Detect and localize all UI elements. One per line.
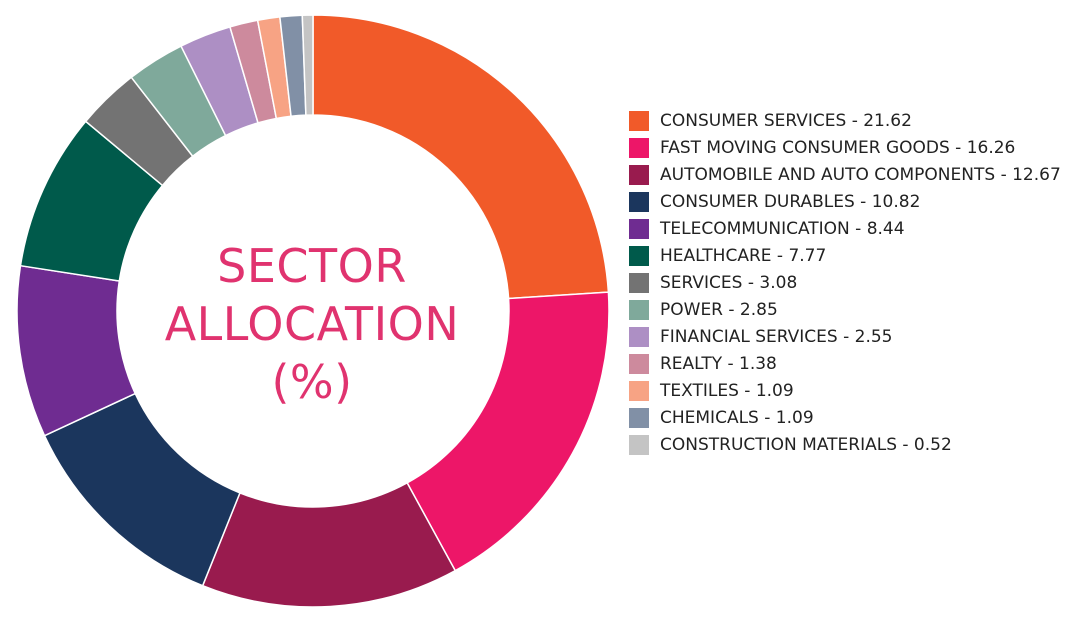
legend-label: REALTY - 1.38: [660, 354, 777, 374]
legend-item: FINANCIAL SERVICES - 2.55: [629, 325, 1074, 349]
center-label-line: SECTOR: [217, 239, 407, 293]
legend-label: AUTOMOBILE AND AUTO COMPONENTS - 12.67: [660, 165, 1061, 185]
legend-item: CONSUMER SERVICES - 21.62: [629, 109, 1074, 133]
legend-label: SERVICES - 3.08: [660, 273, 798, 293]
legend-swatch: [629, 219, 649, 239]
legend-item: HEALTHCARE - 7.77: [629, 244, 1074, 268]
legend-item: FAST MOVING CONSUMER GOODS - 16.26: [629, 136, 1074, 160]
legend-swatch: [629, 273, 649, 293]
center-label: SECTOR ALLOCATION (%): [117, 237, 507, 411]
legend-label: TELECOMMUNICATION - 8.44: [660, 219, 905, 239]
legend-swatch: [629, 246, 649, 266]
legend-item: CONSTRUCTION MATERIALS - 0.52: [629, 433, 1074, 457]
legend-swatch: [629, 381, 649, 401]
legend-item: TELECOMMUNICATION - 8.44: [629, 217, 1074, 241]
legend-swatch: [629, 327, 649, 347]
legend-swatch: [629, 192, 649, 212]
legend-label: CONSUMER SERVICES - 21.62: [660, 111, 912, 131]
legend-swatch: [629, 300, 649, 320]
legend-swatch: [629, 165, 649, 185]
legend-item: TEXTILES - 1.09: [629, 379, 1074, 403]
pie-slice: [301, 14, 314, 116]
legend-label: FINANCIAL SERVICES - 2.55: [660, 327, 893, 347]
legend-label: POWER - 2.85: [660, 300, 778, 320]
legend-label: HEALTHCARE - 7.77: [660, 246, 827, 266]
legend: CONSUMER SERVICES - 21.62 FAST MOVING CON…: [629, 109, 1074, 460]
legend-item: SERVICES - 3.08: [629, 271, 1074, 295]
legend-swatch: [629, 111, 649, 131]
legend-item: AUTOMOBILE AND AUTO COMPONENTS - 12.67: [629, 163, 1074, 187]
legend-label: CHEMICALS - 1.09: [660, 408, 814, 428]
legend-label: CONSUMER DURABLES - 10.82: [660, 192, 921, 212]
legend-swatch: [629, 354, 649, 374]
legend-item: CHEMICALS - 1.09: [629, 406, 1074, 430]
legend-item: REALTY - 1.38: [629, 352, 1074, 376]
legend-swatch: [629, 435, 649, 455]
legend-label: FAST MOVING CONSUMER GOODS - 16.26: [660, 138, 1016, 158]
center-label-line: ALLOCATION: [164, 297, 460, 351]
center-label-line: (%): [271, 355, 353, 409]
legend-swatch: [629, 138, 649, 158]
legend-item: CONSUMER DURABLES - 10.82: [629, 190, 1074, 214]
legend-item: POWER - 2.85: [629, 298, 1074, 322]
pie-slice: [201, 482, 456, 608]
legend-label: TEXTILES - 1.09: [660, 381, 794, 401]
pie-slice: [312, 14, 610, 300]
donut-chart: [16, 14, 610, 608]
legend-label: CONSTRUCTION MATERIALS - 0.52: [660, 435, 952, 455]
legend-swatch: [629, 408, 649, 428]
